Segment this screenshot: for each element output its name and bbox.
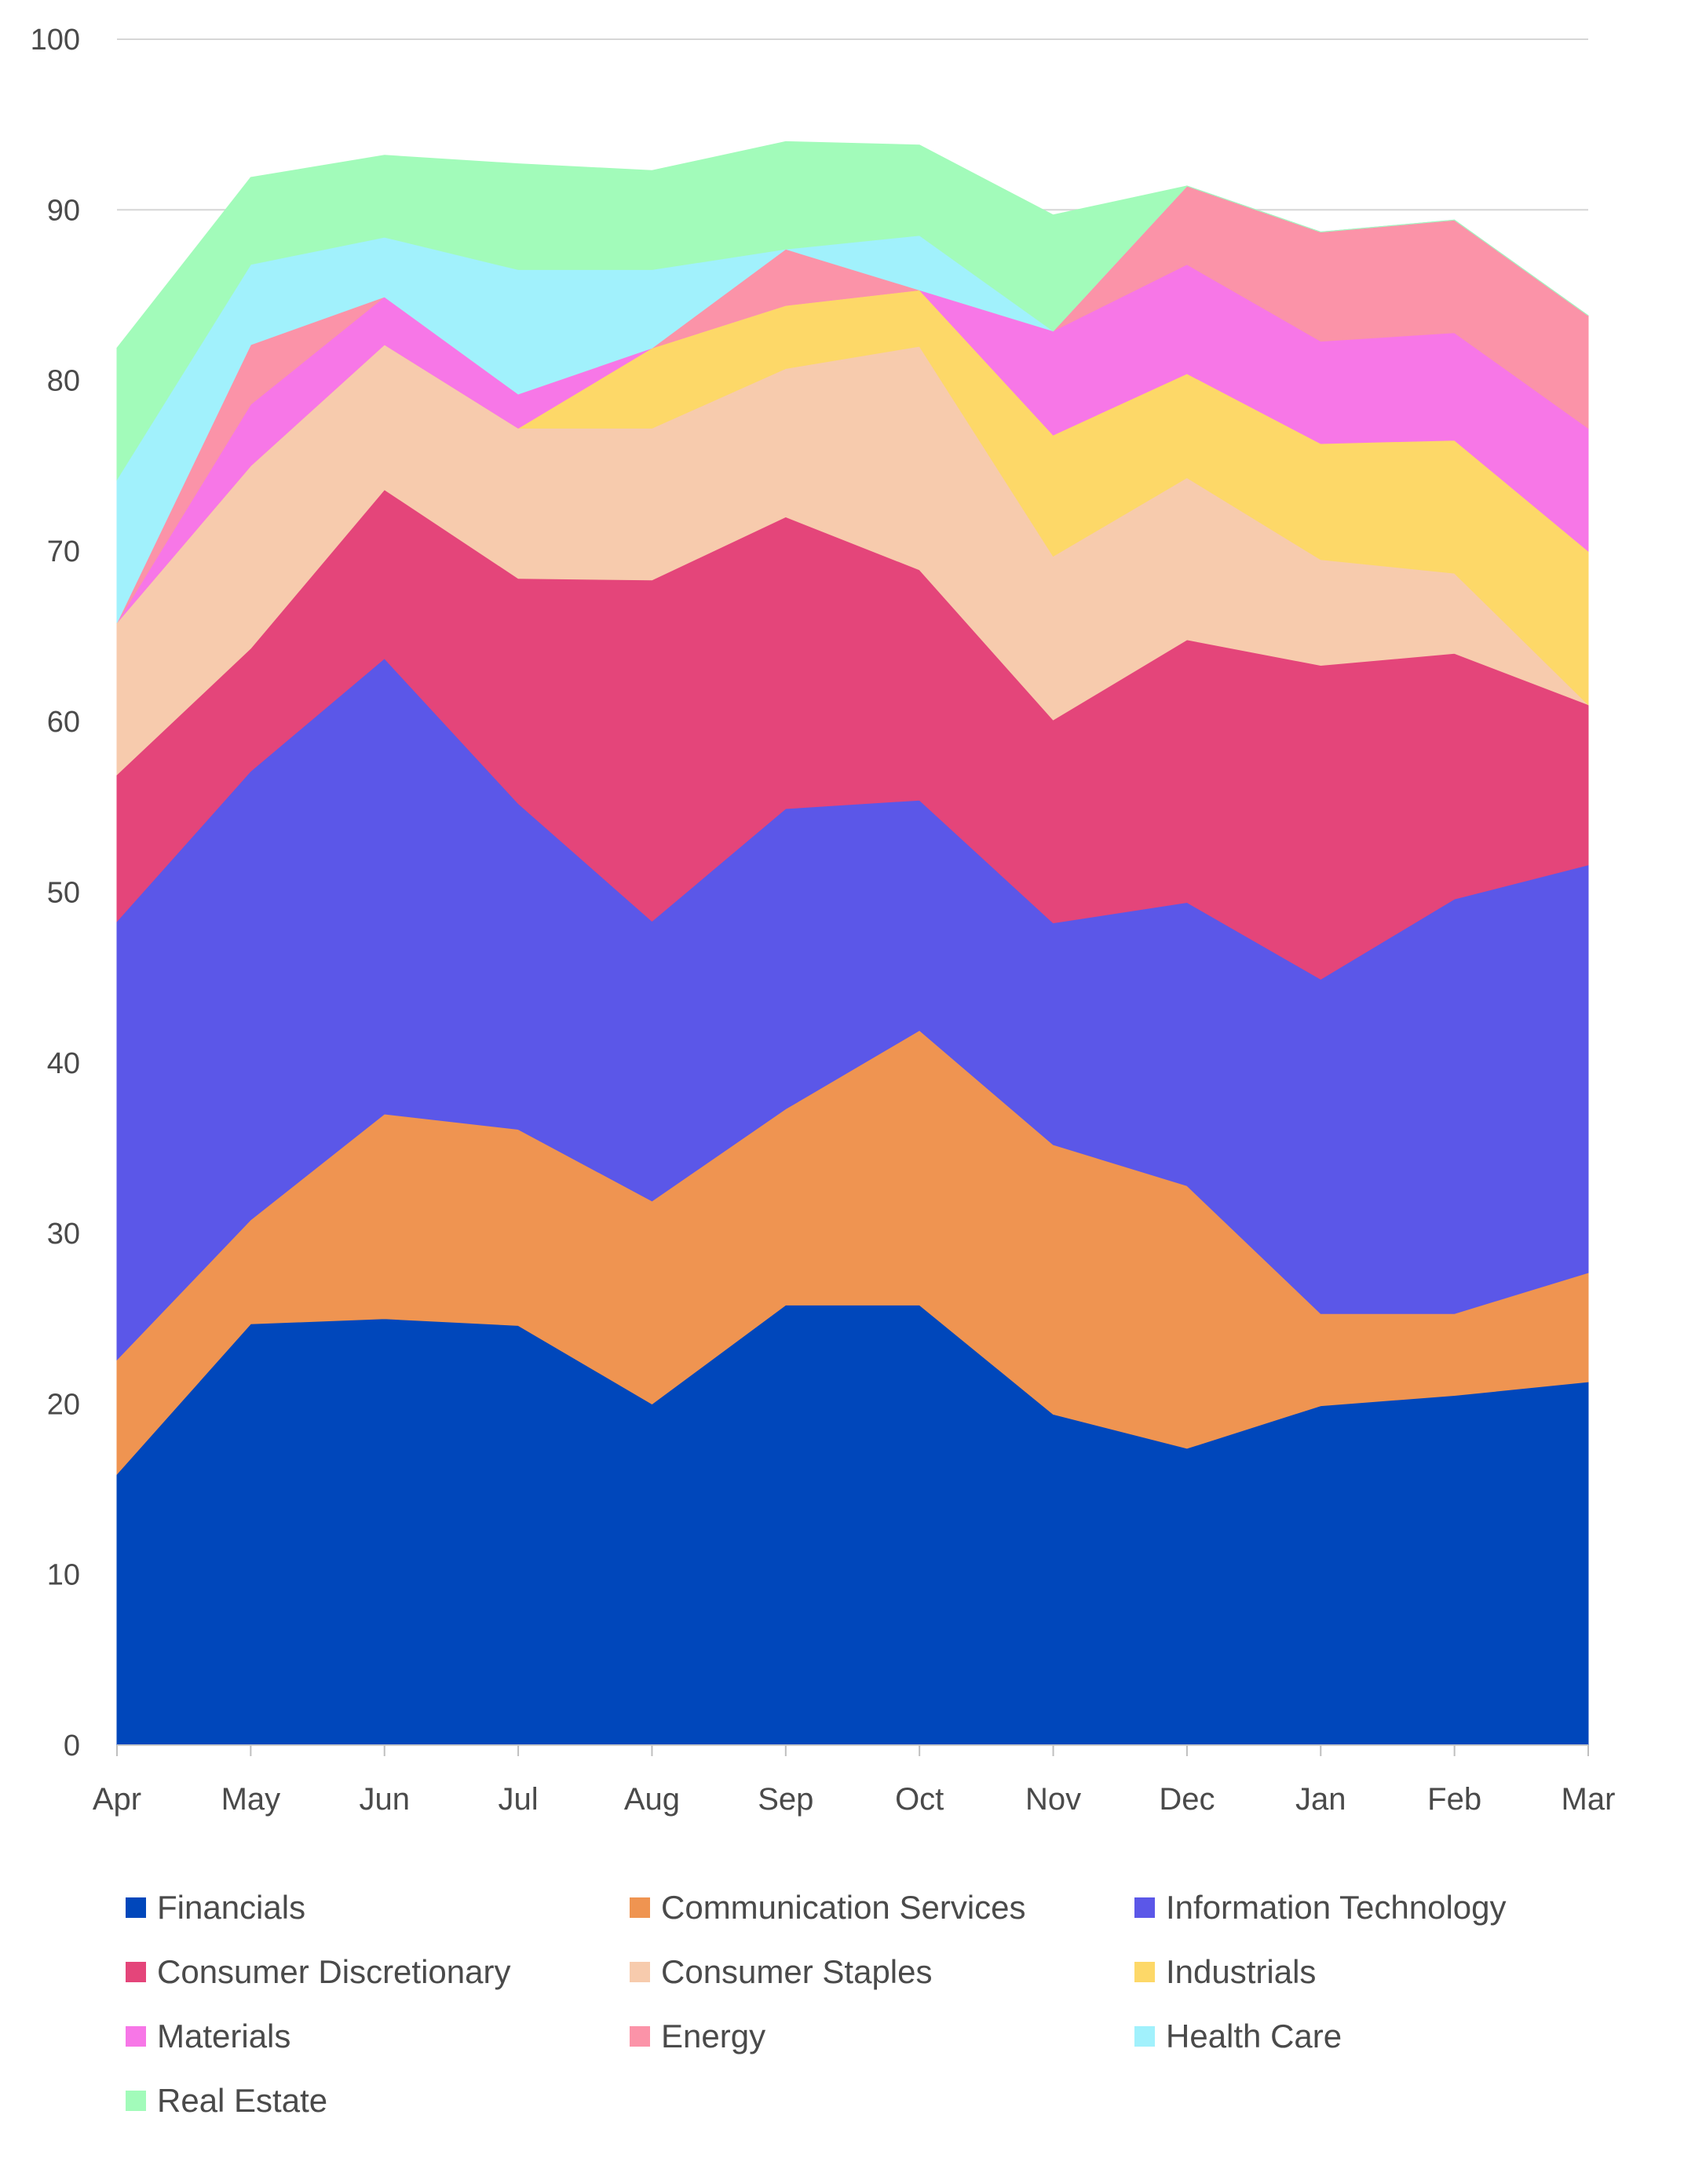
y-tick-label: 50 xyxy=(47,877,80,910)
x-tick-month: Jun xyxy=(359,1782,410,1817)
y-tick-label: 90 xyxy=(47,194,80,227)
y-tick-label: 20 xyxy=(47,1388,80,1421)
x-tick-year: 2023 xyxy=(1152,1827,1222,1829)
legend-label: Industrials xyxy=(1166,1953,1317,1990)
x-tick-month: Dec xyxy=(1159,1782,1215,1817)
legend-label: Energy xyxy=(661,2018,766,2054)
y-tick-label: 80 xyxy=(47,365,80,398)
x-tick-year: 2023 xyxy=(617,1827,687,1829)
legend-swatch xyxy=(630,2026,650,2047)
legend-item-consumer-discretionary: Consumer Discretionary xyxy=(126,1948,510,1996)
x-tick-month: May xyxy=(221,1782,281,1817)
area-real-estate xyxy=(116,141,1589,481)
legend-swatch xyxy=(1134,2026,1155,2047)
legend-swatch xyxy=(630,1962,650,1982)
legend-label: Information Technology xyxy=(1166,1889,1507,1926)
legend-item-consumer-staples: Consumer Staples xyxy=(630,1948,933,1996)
y-tick-label: 10 xyxy=(47,1559,80,1592)
legend-item-real-estate: Real Estate xyxy=(126,2077,327,2124)
x-tick-year: 2023 xyxy=(82,1827,152,1829)
legend-swatch xyxy=(1134,1897,1155,1918)
legend-item-information-technology: Information Technology xyxy=(1134,1884,1507,1931)
legend-label: Financials xyxy=(157,1889,306,1926)
x-tick-month: Jan xyxy=(1295,1782,1346,1817)
axes: 0 10 20 30 40 50 60 70 80 90 100 Apr 2023 May 2023 Jun 2… xyxy=(31,24,1624,1829)
y-tick-label: 70 xyxy=(47,535,80,568)
x-tick-year: 2023 xyxy=(1018,1827,1088,1829)
legend-label: Communication Services xyxy=(661,1889,1026,1926)
stacked-area-chart: 0 10 20 30 40 50 60 70 80 90 100 Apr 2023 May 2023 Jun 2… xyxy=(31,24,1624,1829)
y-tick-label: 60 xyxy=(47,706,80,739)
legend-swatch xyxy=(126,2026,146,2047)
legend-item-energy: Energy xyxy=(630,2013,765,2060)
legend-label: Health Care xyxy=(1166,2018,1342,2054)
legend-label: Consumer Discretionary xyxy=(157,1953,511,1990)
legend-item-health-care: Health Care xyxy=(1134,2013,1342,2060)
x-tick-year: 2024 xyxy=(1419,1827,1489,1829)
legend-swatch xyxy=(126,1962,146,1982)
legend-swatch xyxy=(1134,1962,1155,1982)
x-tick-month: Sep xyxy=(758,1782,813,1817)
legend-item-industrials: Industrials xyxy=(1134,1948,1316,1996)
x-tick-month: Mar xyxy=(1562,1782,1616,1817)
x-tick-month: Jul xyxy=(499,1782,539,1817)
x-tick-year: 2023 xyxy=(216,1827,286,1829)
x-tick-year: 2024 xyxy=(1286,1827,1356,1829)
legend-swatch xyxy=(630,1897,650,1918)
legend-label: Consumer Staples xyxy=(661,1953,933,1990)
x-tick-year: 2023 xyxy=(751,1827,820,1829)
legend-label: Real Estate xyxy=(157,2082,328,2119)
area-series xyxy=(116,141,1589,1746)
x-tick-year: 2024 xyxy=(1554,1827,1624,1829)
y-tick-label: 0 xyxy=(64,1729,80,1762)
legend-swatch xyxy=(126,1897,146,1918)
legend-item-financials: Financials xyxy=(126,1884,305,1931)
x-tick-year: 2023 xyxy=(484,1827,553,1829)
legend-item-materials: Materials xyxy=(126,2013,290,2060)
x-tick-month: Oct xyxy=(895,1782,944,1817)
y-tick-label: 100 xyxy=(31,24,80,57)
x-tick-month: Nov xyxy=(1025,1782,1081,1817)
x-tick-month: Aug xyxy=(624,1782,680,1817)
y-tick-label: 40 xyxy=(47,1047,80,1080)
y-tick-label: 30 xyxy=(47,1218,80,1251)
x-tick-month: Feb xyxy=(1427,1782,1481,1817)
legend-swatch xyxy=(126,2091,146,2111)
x-tick-year: 2023 xyxy=(349,1827,419,1829)
legend-label: Materials xyxy=(157,2018,291,2054)
legend-item-communication-services: Communication Services xyxy=(630,1884,1026,1931)
x-tick-month: Apr xyxy=(93,1782,141,1817)
x-tick-year: 2023 xyxy=(885,1827,955,1829)
